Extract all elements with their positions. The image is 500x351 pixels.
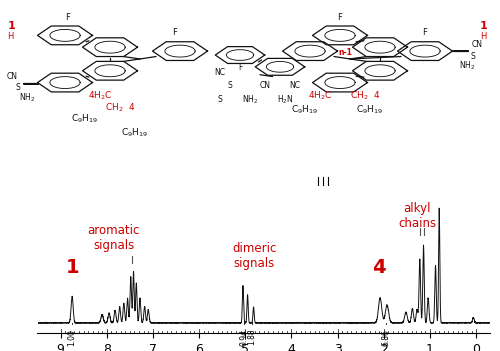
Text: CN: CN <box>260 81 270 91</box>
Text: 1.00: 1.00 <box>68 329 76 346</box>
Text: NH$_2$: NH$_2$ <box>20 91 36 104</box>
Text: F: F <box>172 28 178 37</box>
Text: F: F <box>238 63 242 72</box>
Text: S: S <box>470 52 475 61</box>
Text: H: H <box>8 32 14 41</box>
Text: H$_2$N: H$_2$N <box>277 93 293 106</box>
Text: 0.94: 0.94 <box>240 329 249 346</box>
Text: dimeric
signals: dimeric signals <box>232 242 276 270</box>
Text: $\mathregular{C_9H_{19}}$: $\mathregular{C_9H_{19}}$ <box>292 103 318 115</box>
Text: $\mathregular{CH_2\ \ 4}$: $\mathregular{CH_2\ \ 4}$ <box>105 101 135 114</box>
Text: 1: 1 <box>66 258 79 277</box>
Text: $\mathregular{4H_2C}$: $\mathregular{4H_2C}$ <box>88 89 112 102</box>
Text: $\mathregular{C_9H_{19}}$: $\mathregular{C_9H_{19}}$ <box>72 113 99 125</box>
Text: H: H <box>480 32 486 41</box>
Text: CN: CN <box>7 72 18 81</box>
Text: 1.88: 1.88 <box>247 329 256 345</box>
Text: NC: NC <box>214 68 226 77</box>
Text: S: S <box>15 84 20 92</box>
Text: 4: 4 <box>372 258 386 277</box>
Text: $\mathregular{C_9H_{19}}$: $\mathregular{C_9H_{19}}$ <box>122 127 148 139</box>
Text: $\mathregular{CH_2\ \ 4}$: $\mathregular{CH_2\ \ 4}$ <box>350 89 380 102</box>
Text: F: F <box>65 13 70 22</box>
Text: n-1: n-1 <box>338 48 352 57</box>
Text: S: S <box>228 81 232 91</box>
Text: 1: 1 <box>480 21 488 32</box>
Text: CN: CN <box>472 40 483 49</box>
Text: NC: NC <box>290 81 300 91</box>
Text: $\mathregular{4H_2C}$: $\mathregular{4H_2C}$ <box>308 89 332 102</box>
Text: $\mathregular{C_9H_{19}}$: $\mathregular{C_9H_{19}}$ <box>356 103 384 115</box>
Text: 6.86: 6.86 <box>382 329 390 346</box>
Text: 1: 1 <box>8 21 15 32</box>
Text: S: S <box>218 95 222 104</box>
Text: F: F <box>422 28 428 37</box>
Text: alkyl
chains: alkyl chains <box>398 202 436 230</box>
Text: NH$_2$: NH$_2$ <box>242 93 258 106</box>
Text: F: F <box>338 13 342 22</box>
Text: aromatic
signals: aromatic signals <box>88 224 140 252</box>
Text: NH$_2$: NH$_2$ <box>460 60 475 72</box>
